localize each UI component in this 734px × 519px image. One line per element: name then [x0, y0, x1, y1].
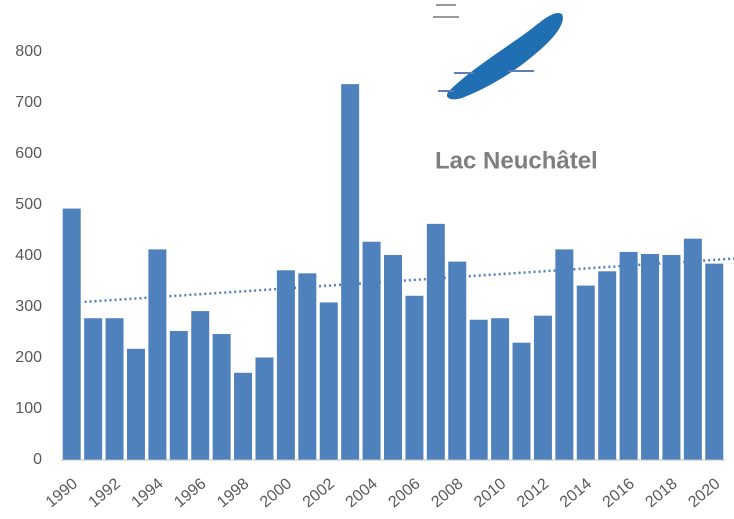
bar [705, 263, 724, 460]
lake-map [433, 4, 563, 100]
bar [598, 271, 617, 460]
x-tick-label: 2010 [471, 475, 509, 511]
bar [234, 372, 253, 460]
x-tick-label: 2000 [257, 475, 295, 511]
bar [255, 357, 274, 460]
y-tick-label: 0 [33, 451, 42, 468]
bar [62, 208, 81, 460]
y-tick-label: 500 [15, 196, 42, 213]
y-tick-label: 200 [15, 349, 42, 366]
x-tick-label: 1998 [214, 475, 252, 511]
x-tick-label: 2018 [643, 475, 681, 511]
y-tick-label: 800 [15, 43, 42, 60]
bar [212, 334, 231, 460]
bar [126, 348, 145, 460]
bar [341, 84, 360, 460]
bar [576, 285, 595, 460]
x-tick-label: 1994 [128, 475, 166, 511]
y-tick-label: 300 [15, 298, 42, 315]
bar [512, 342, 531, 460]
x-tick-label: 2002 [300, 475, 338, 511]
y-tick-label: 600 [15, 145, 42, 162]
bar [276, 270, 295, 460]
bar [362, 241, 381, 460]
trendline [84, 257, 734, 304]
bar [169, 330, 188, 460]
x-tick-label: 1996 [171, 475, 209, 511]
bar [662, 254, 681, 460]
bar [105, 318, 124, 460]
bar [191, 311, 210, 460]
y-tick-label: 400 [15, 247, 42, 264]
x-tick-label: 2004 [343, 475, 381, 511]
bar [84, 318, 103, 460]
x-tick-label: 1990 [43, 475, 81, 511]
x-tick-label: 2014 [557, 475, 595, 511]
bar [148, 249, 167, 460]
x-tick-label: 2020 [685, 475, 723, 511]
bar [319, 302, 338, 460]
bar [384, 254, 402, 460]
bar [491, 318, 510, 460]
bar [426, 223, 445, 460]
x-tick-label: 2006 [386, 475, 424, 511]
x-tick-label: 2012 [514, 475, 552, 511]
y-tick-label: 100 [15, 400, 42, 417]
y-tick-label: 700 [15, 94, 42, 111]
bar [555, 249, 574, 460]
bar [619, 251, 638, 460]
bar [469, 319, 488, 460]
bar [533, 315, 552, 460]
bar [448, 261, 467, 460]
bar [298, 273, 317, 460]
annotation: Lac Neuchâtel [435, 147, 598, 174]
bar [405, 295, 424, 460]
x-tick-label: 2016 [600, 475, 638, 511]
x-tick-label: 1992 [86, 475, 124, 511]
bar [683, 238, 702, 460]
x-tick-label: 2008 [428, 475, 466, 511]
bar [641, 253, 660, 460]
